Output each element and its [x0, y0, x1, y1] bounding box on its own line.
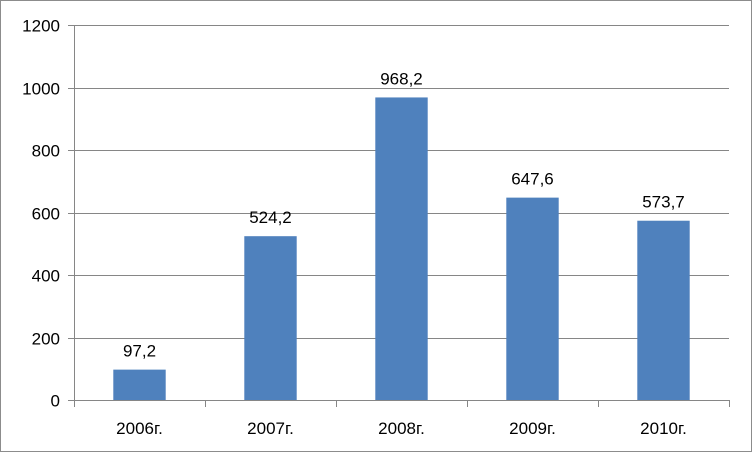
axes — [68, 25, 730, 407]
y-tick-label: 800 — [32, 142, 60, 161]
x-tick-label: 2007г. — [247, 419, 294, 438]
bars — [113, 97, 690, 400]
x-tick-label: 2010г. — [640, 419, 687, 438]
y-tick-label: 1200 — [22, 17, 60, 36]
data-labels: 97,2 524,2 968,2 647,6 573,7 — [123, 69, 685, 360]
y-tick-label: 600 — [32, 205, 60, 224]
y-tick-labels: 0 200 400 600 800 1000 1200 — [22, 17, 60, 411]
y-tick-label: 1000 — [22, 80, 60, 99]
bar-2007 — [244, 236, 297, 400]
x-tick-label: 2008г. — [378, 419, 425, 438]
bar-2006 — [113, 369, 166, 400]
data-label: 573,7 — [642, 193, 685, 212]
bar-2009 — [506, 197, 559, 400]
x-tick-label: 2006г. — [116, 419, 163, 438]
data-label: 524,2 — [249, 208, 292, 227]
y-tick-label: 200 — [32, 330, 60, 349]
bar-2008 — [375, 97, 428, 400]
data-label: 647,6 — [511, 170, 554, 189]
x-tick-labels: 2006г. 2007г. 2008г. 2009г. 2010г. — [116, 419, 687, 438]
bar-2010 — [637, 220, 690, 400]
y-tick-label: 0 — [51, 392, 60, 411]
y-tick-label: 400 — [32, 267, 60, 286]
data-label: 968,2 — [380, 69, 423, 88]
data-label: 97,2 — [123, 342, 156, 361]
x-tick-label: 2009г. — [509, 419, 556, 438]
